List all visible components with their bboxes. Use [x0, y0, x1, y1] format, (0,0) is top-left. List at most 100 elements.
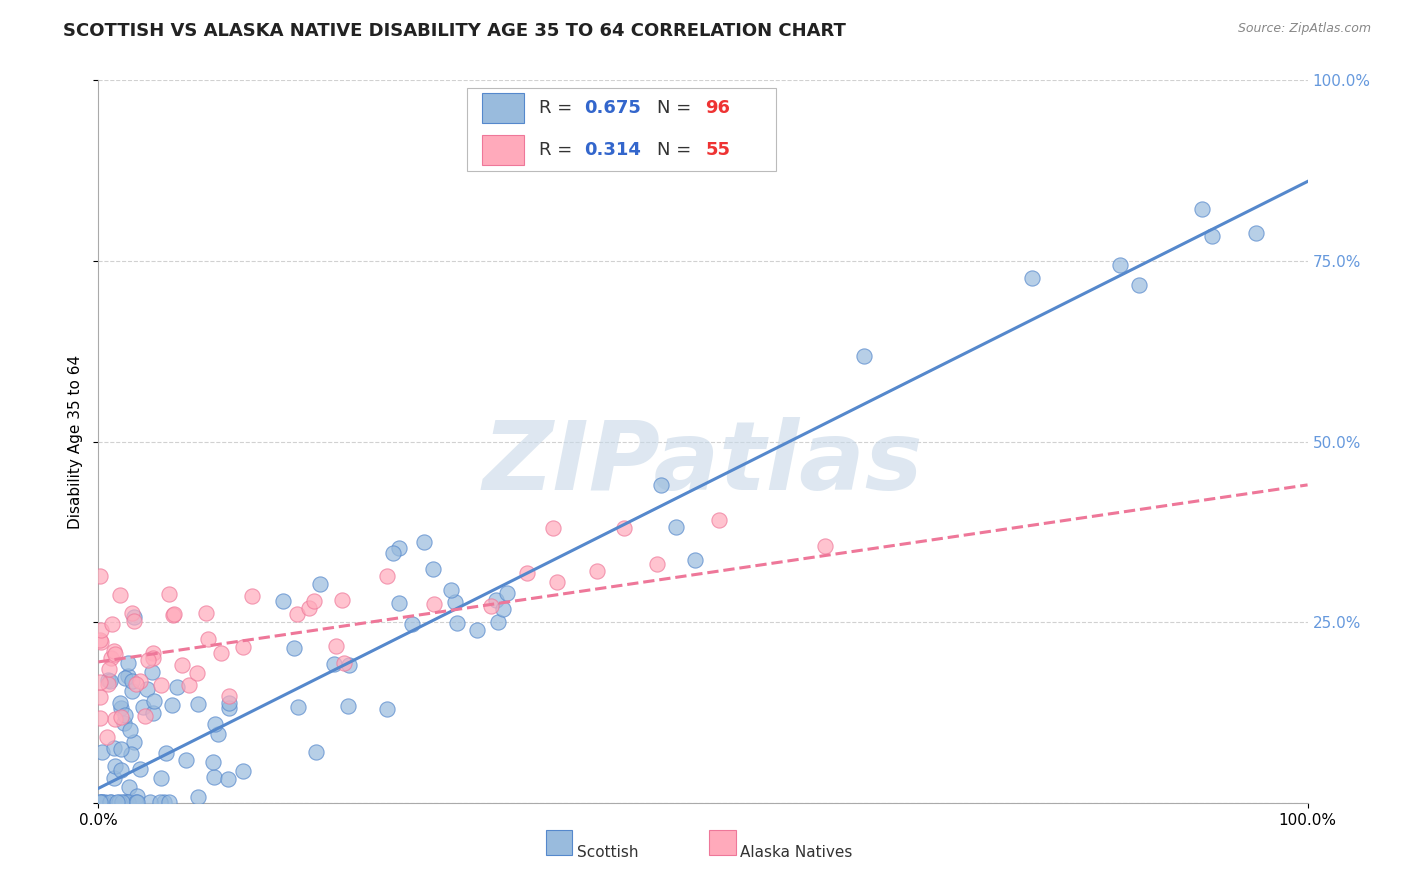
- Point: [91, 745, 114, 759]
- Point: [401, 616, 423, 631]
- Point: [98, 673, 121, 688]
- Point: [97, 673, 120, 687]
- Point: [149, 772, 172, 786]
- Point: [325, 639, 347, 653]
- Point: [283, 640, 305, 655]
- Point: [128, 673, 150, 688]
- Point: [333, 656, 356, 670]
- Point: [1191, 202, 1213, 217]
- Point: [207, 727, 229, 741]
- Point: [125, 789, 148, 803]
- Text: 0.314: 0.314: [585, 141, 641, 159]
- Point: [89, 795, 111, 809]
- Point: [204, 716, 226, 731]
- Point: [443, 595, 465, 609]
- Point: [195, 607, 218, 621]
- Point: [375, 569, 398, 583]
- Text: R =: R =: [538, 99, 578, 117]
- Point: [89, 675, 111, 690]
- Point: [186, 665, 208, 680]
- Point: [546, 575, 568, 590]
- Point: [388, 541, 411, 555]
- Point: [309, 577, 332, 591]
- Text: N =: N =: [657, 141, 697, 159]
- Point: [162, 608, 184, 623]
- Point: [114, 671, 136, 685]
- Point: [97, 677, 120, 691]
- Point: [166, 681, 188, 695]
- Point: [683, 553, 706, 567]
- Point: [103, 644, 125, 658]
- Point: [128, 762, 150, 776]
- Point: [125, 795, 148, 809]
- Point: [423, 597, 446, 611]
- Point: [1108, 258, 1130, 272]
- Point: [142, 646, 165, 660]
- Point: [104, 712, 127, 726]
- Point: [112, 716, 135, 731]
- Point: [492, 601, 515, 615]
- Point: [134, 709, 156, 723]
- Point: [197, 632, 219, 646]
- Point: [110, 742, 132, 756]
- FancyBboxPatch shape: [482, 135, 524, 165]
- Point: [103, 740, 125, 755]
- Point: [302, 593, 325, 607]
- Point: [232, 640, 254, 654]
- Point: [209, 646, 232, 660]
- Point: [127, 795, 149, 809]
- Text: SCOTTISH VS ALASKA NATIVE DISABILITY AGE 35 TO 64 CORRELATION CHART: SCOTTISH VS ALASKA NATIVE DISABILITY AGE…: [63, 22, 846, 40]
- Point: [218, 700, 240, 714]
- Point: [218, 696, 240, 710]
- Point: [110, 795, 132, 809]
- Point: [149, 795, 172, 809]
- Point: [122, 609, 145, 624]
- Point: [177, 678, 200, 692]
- Point: [91, 795, 114, 809]
- Point: [152, 795, 174, 809]
- Point: [120, 747, 142, 762]
- Point: [89, 632, 111, 647]
- Point: [108, 795, 131, 809]
- Point: [142, 651, 165, 665]
- Point: [285, 607, 308, 621]
- Point: [516, 566, 538, 581]
- Point: [1128, 278, 1150, 293]
- Point: [90, 634, 112, 648]
- Point: [110, 763, 132, 777]
- Point: [115, 795, 138, 809]
- Text: R =: R =: [538, 141, 578, 159]
- Point: [305, 745, 328, 759]
- Point: [98, 795, 121, 809]
- Point: [89, 568, 111, 582]
- Point: [136, 681, 159, 696]
- Point: [495, 586, 517, 600]
- Point: [377, 702, 399, 716]
- Point: [98, 662, 121, 676]
- Point: [645, 557, 668, 571]
- Point: [160, 698, 183, 713]
- Text: 0.675: 0.675: [585, 99, 641, 117]
- Point: [110, 710, 132, 724]
- Point: [96, 730, 118, 744]
- Point: [322, 657, 344, 671]
- Y-axis label: Disability Age 35 to 64: Disability Age 35 to 64: [67, 354, 83, 529]
- Point: [105, 795, 128, 809]
- Point: [117, 657, 139, 671]
- Point: [112, 795, 135, 809]
- Point: [118, 723, 141, 737]
- Point: [852, 349, 875, 363]
- Point: [271, 593, 294, 607]
- Point: [172, 658, 194, 673]
- Point: [484, 592, 506, 607]
- Point: [121, 607, 143, 621]
- Point: [89, 795, 111, 809]
- Point: [100, 651, 122, 665]
- Point: [142, 706, 165, 721]
- Point: [586, 565, 609, 579]
- Point: [240, 589, 263, 603]
- Point: [541, 521, 564, 535]
- Point: [709, 513, 731, 527]
- Point: [122, 734, 145, 748]
- Point: [422, 562, 444, 576]
